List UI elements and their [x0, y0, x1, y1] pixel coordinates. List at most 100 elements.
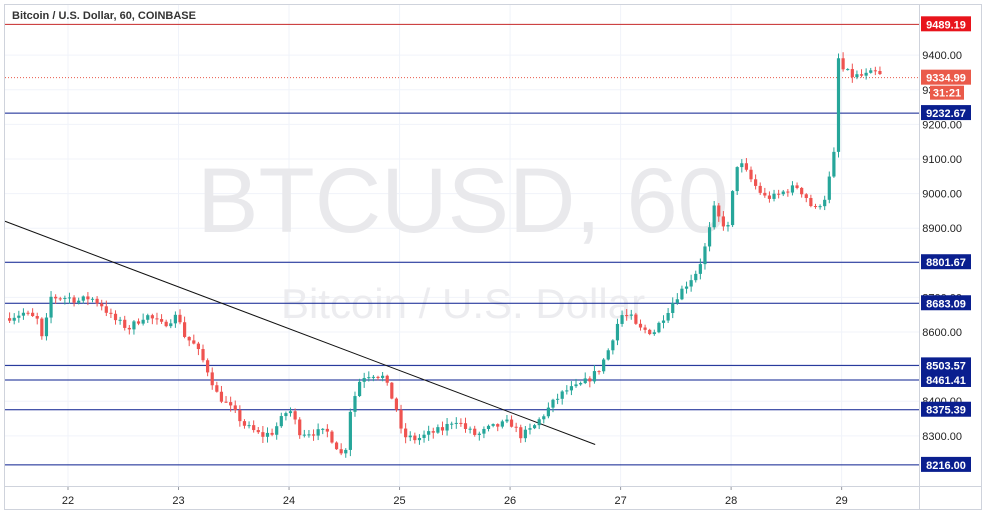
candle-down	[109, 312, 113, 314]
candle-up	[675, 299, 679, 304]
candle-up	[694, 273, 698, 281]
candle-down	[31, 312, 35, 317]
level-price-tag	[921, 456, 971, 472]
candle-down	[394, 398, 399, 410]
candle-up	[357, 381, 362, 397]
level-price-tag	[921, 295, 971, 311]
candle-up	[781, 191, 785, 195]
last-price-tag	[921, 69, 971, 85]
candle-up	[730, 191, 735, 226]
candle-up	[265, 432, 270, 437]
candle-down	[634, 314, 638, 324]
candle-up	[450, 423, 454, 425]
candle-up	[371, 376, 375, 378]
candle-up	[132, 321, 136, 330]
candle-down	[841, 58, 845, 70]
x-tick-label: 27	[614, 495, 626, 507]
candle-down	[238, 409, 242, 422]
candle-down	[721, 216, 725, 227]
candle-down	[744, 163, 749, 170]
candle-up	[275, 426, 279, 435]
candle-down	[229, 402, 233, 406]
candle-up	[427, 431, 431, 435]
candle-up	[21, 312, 26, 316]
candle-up	[491, 424, 495, 426]
candle-up	[63, 297, 67, 299]
candle-down	[339, 449, 343, 454]
price-tags: 9489.19 9232.67 8801.67 8683.09 8503.57 8461.…	[921, 16, 971, 472]
candle-down	[717, 205, 721, 217]
candle-down	[252, 425, 256, 431]
candle-up	[546, 407, 550, 417]
candle-up	[81, 296, 85, 301]
candle-down	[127, 327, 131, 330]
candle-up	[532, 425, 537, 429]
candle-up	[348, 411, 352, 450]
candle-down	[795, 185, 799, 188]
candle-up	[67, 297, 72, 299]
candle-down	[758, 185, 762, 193]
candle-down	[54, 296, 58, 299]
candle-up	[321, 428, 325, 430]
candle-down	[210, 372, 214, 386]
candle-up	[12, 317, 16, 321]
candle-down	[155, 318, 159, 320]
candle-up	[537, 419, 541, 426]
candle-down	[509, 419, 514, 427]
candle-up	[279, 416, 283, 427]
candle-up	[583, 378, 587, 384]
last-price-label: 9334.99	[926, 73, 966, 85]
candle-up	[169, 323, 173, 327]
candle-down	[187, 336, 191, 341]
candle-down	[440, 427, 445, 431]
candle-down	[804, 194, 808, 198]
candle-up	[288, 411, 293, 414]
candle-up	[740, 163, 744, 168]
level-price-label: 8461.41	[926, 375, 966, 387]
candle-down	[413, 435, 417, 441]
level-price-tag	[921, 401, 971, 417]
candle-down	[219, 391, 224, 402]
candle-down	[242, 421, 247, 426]
candle-down	[399, 409, 403, 429]
candle-down	[86, 296, 90, 300]
level-price-label: 8216.00	[926, 460, 966, 472]
candle-up	[408, 435, 412, 438]
horizontal-levels	[5, 23, 919, 466]
candle-down	[850, 69, 854, 78]
bar-countdown-tag	[930, 85, 964, 100]
x-tick-label: 29	[836, 495, 848, 507]
level-price-label: 8683.09	[926, 298, 966, 310]
candle-up	[666, 312, 670, 321]
candle-up	[836, 58, 841, 152]
candle-up	[381, 375, 385, 378]
candle-down	[473, 428, 477, 435]
candle-down	[311, 434, 316, 436]
candle-down	[72, 297, 76, 303]
candle-down	[597, 371, 601, 373]
candle-up	[77, 300, 81, 303]
candle-down	[588, 378, 592, 382]
candle-up	[173, 314, 177, 324]
level-price-tag	[921, 254, 971, 270]
candle-down	[519, 427, 523, 439]
level-price-label: 9489.19	[926, 19, 966, 31]
trendline-group	[4, 220, 596, 445]
candle-up	[367, 377, 371, 379]
candle-up	[307, 434, 311, 436]
candle-down	[298, 419, 302, 436]
candle-up	[652, 332, 656, 335]
candle-down	[123, 319, 127, 328]
candle-down	[182, 322, 187, 337]
candle-down	[786, 191, 790, 193]
candle-down	[150, 315, 154, 319]
candle-up	[611, 340, 615, 351]
candle-down	[40, 318, 44, 337]
candle-up	[832, 151, 836, 177]
level-price-label: 8801.67	[926, 257, 966, 269]
candle-down	[215, 385, 219, 392]
candle-up	[574, 384, 578, 387]
grid-lines	[5, 5, 919, 486]
